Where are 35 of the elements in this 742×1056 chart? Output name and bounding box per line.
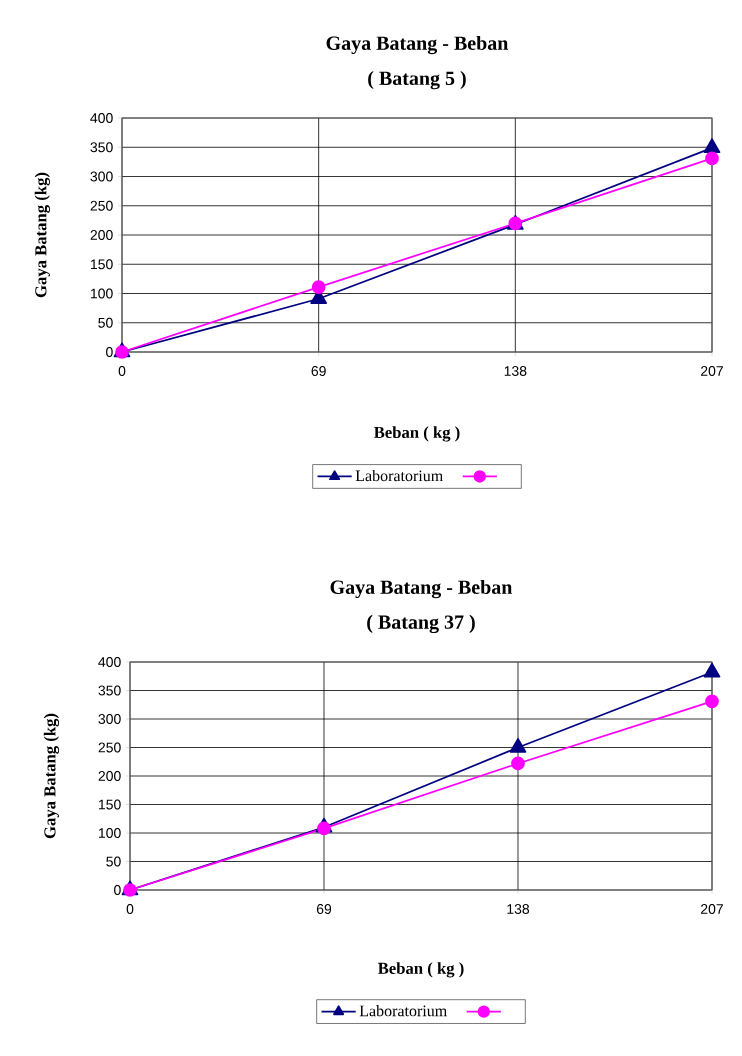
y-tick-label: 250 <box>90 200 113 211</box>
x-tick-label: 69 <box>311 366 326 376</box>
y-tick-label: 0 <box>106 347 113 357</box>
x-tick-label: 207 <box>701 366 723 376</box>
y-tick-label: 400 <box>90 113 113 123</box>
y-tick-label: 50 <box>98 317 113 328</box>
y-tick-label: 150 <box>98 799 121 810</box>
y-tick-label: 150 <box>91 259 113 270</box>
y-tick-label: 50 <box>106 856 121 867</box>
chart-title: Gaya Batang - Beban <box>330 579 513 599</box>
chart-subtitle: ( Batang 5 ) <box>368 70 466 90</box>
y-tick-label: 300 <box>98 714 121 724</box>
y-tick-label: 0 <box>114 885 121 895</box>
legend-label: Laboratorium <box>359 1005 447 1017</box>
y-axis-title: Gaya Batang (kg) <box>34 172 50 298</box>
x-tick-label: 0 <box>126 904 134 914</box>
x-tick-label: 69 <box>316 904 332 914</box>
chart-title: Gaya Batang - Beban <box>326 35 509 55</box>
y-tick-label: 250 <box>98 742 121 753</box>
x-tick-label: 207 <box>701 904 723 914</box>
x-axis-title: Beban ( kg ) <box>377 962 464 978</box>
y-tick-label: 100 <box>98 828 121 838</box>
y-tick-label: 350 <box>90 142 113 153</box>
y-tick-label: 350 <box>98 685 121 696</box>
x-tick-label: 138 <box>507 904 530 914</box>
y-tick-label: 200 <box>98 771 121 781</box>
y-tick-label: 300 <box>90 171 113 182</box>
x-axis-title: Beban ( kg ) <box>373 426 460 442</box>
x-tick-label: 138 <box>504 366 527 376</box>
y-tick-label: 100 <box>91 288 113 299</box>
y-tick-label: 400 <box>98 657 121 667</box>
y-axis-title: Gaya Batang (kg) <box>43 713 60 839</box>
legend-label: Laboratorium <box>355 469 443 482</box>
chart-subtitle: ( Batang 37 ) <box>367 614 475 634</box>
y-tick-label: 200 <box>90 230 113 240</box>
